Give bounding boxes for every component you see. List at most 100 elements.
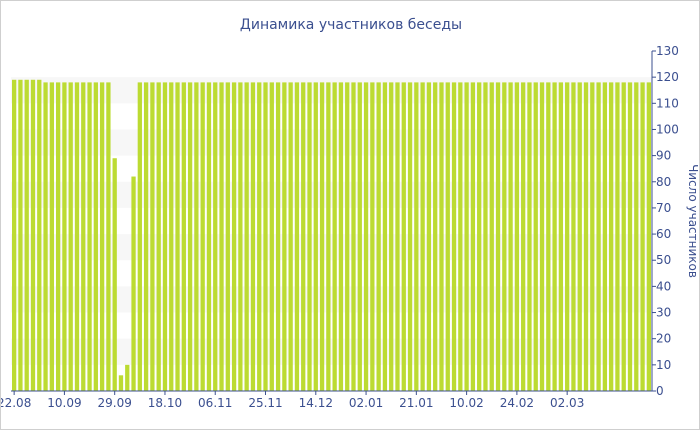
bar: [552, 82, 557, 391]
bar: [596, 82, 601, 391]
bar: [464, 82, 469, 391]
bar: [577, 82, 582, 391]
bar: [250, 82, 256, 391]
bar: [55, 82, 61, 391]
bar: [376, 82, 381, 391]
bar: [470, 82, 476, 391]
bar: [508, 82, 513, 391]
bar: [646, 82, 651, 391]
bar: [389, 82, 394, 391]
bar: [231, 82, 237, 391]
x-tick-label: 18.10: [148, 396, 182, 410]
grid-band: [11, 181, 652, 208]
y-tick-label: 40: [656, 279, 671, 293]
bar: [407, 82, 413, 391]
bar: [194, 82, 199, 391]
bar: [426, 82, 432, 391]
bar: [143, 82, 149, 391]
bar: [275, 82, 281, 391]
bar: [106, 82, 111, 391]
bar: [99, 82, 105, 391]
y-tick-label: 60: [656, 227, 671, 241]
bar: [68, 82, 73, 391]
bar: [414, 82, 419, 391]
bar: [634, 82, 639, 391]
bar: [395, 82, 400, 391]
bar: [590, 82, 595, 391]
bar: [238, 82, 243, 391]
bar: [326, 82, 331, 391]
x-tick-label: 06.11: [198, 396, 232, 410]
bar: [313, 82, 318, 391]
bar: [93, 82, 98, 391]
y-tick-label: 70: [656, 201, 671, 215]
bar: [288, 82, 293, 391]
bar: [62, 82, 67, 391]
x-tick-label: 21.01: [399, 396, 433, 410]
bar: [546, 82, 551, 391]
bar: [219, 82, 224, 391]
bar: [213, 82, 218, 391]
bar: [521, 82, 526, 391]
bar: [81, 82, 86, 391]
bar: [583, 82, 589, 391]
bar: [225, 82, 230, 391]
bar: [345, 82, 350, 391]
y-tick-label: 30: [656, 306, 671, 320]
bar: [301, 82, 306, 391]
bar: [433, 82, 438, 391]
bar: [621, 82, 626, 391]
y-tick-label: 80: [656, 175, 671, 189]
y-tick-label: 100: [656, 122, 679, 136]
bar: [319, 82, 325, 391]
bar: [30, 79, 36, 392]
bar: [571, 82, 576, 391]
bar-series: [12, 79, 651, 392]
bar: [187, 82, 193, 391]
bar: [439, 82, 444, 391]
y-tick-label: 50: [656, 253, 671, 267]
bar: [357, 82, 362, 391]
bar: [87, 82, 92, 391]
bar: [338, 82, 344, 391]
bar: [451, 82, 457, 391]
bar: [363, 82, 369, 391]
bar: [169, 82, 174, 391]
bar: [477, 82, 482, 391]
y-tick-label: 110: [656, 96, 679, 110]
bar: [131, 176, 136, 391]
x-tick-label: 24.02: [500, 396, 534, 410]
bar: [49, 82, 54, 391]
bar: [627, 82, 633, 391]
bar: [602, 82, 608, 391]
bar: [489, 82, 494, 391]
y-tick-label: 120: [656, 70, 679, 84]
bar: [294, 82, 300, 391]
x-tick-label: 25.11: [248, 396, 282, 410]
bar: [137, 82, 142, 391]
x-tick-label: 22.08: [1, 396, 31, 410]
bar: [565, 82, 570, 391]
y-tick-label: 90: [656, 149, 671, 163]
y-axis-label: Число участников: [686, 164, 700, 278]
bar: [112, 158, 117, 391]
bar: [483, 82, 488, 391]
grid-band: [11, 129, 652, 156]
bar: [118, 375, 124, 391]
grid-band: [11, 77, 652, 104]
grid-bands: [11, 77, 652, 365]
bar: [527, 82, 532, 391]
y-tick-label: 0: [656, 384, 664, 398]
bar: [43, 82, 48, 391]
bar: [640, 82, 645, 391]
bar: [269, 82, 274, 391]
bar: [533, 82, 538, 391]
bar: [458, 82, 463, 391]
grid-band: [11, 338, 652, 365]
chart-title: Динамика участников беседы: [240, 17, 462, 33]
bar: [307, 82, 312, 391]
bar: [200, 82, 205, 391]
bar: [609, 82, 614, 391]
